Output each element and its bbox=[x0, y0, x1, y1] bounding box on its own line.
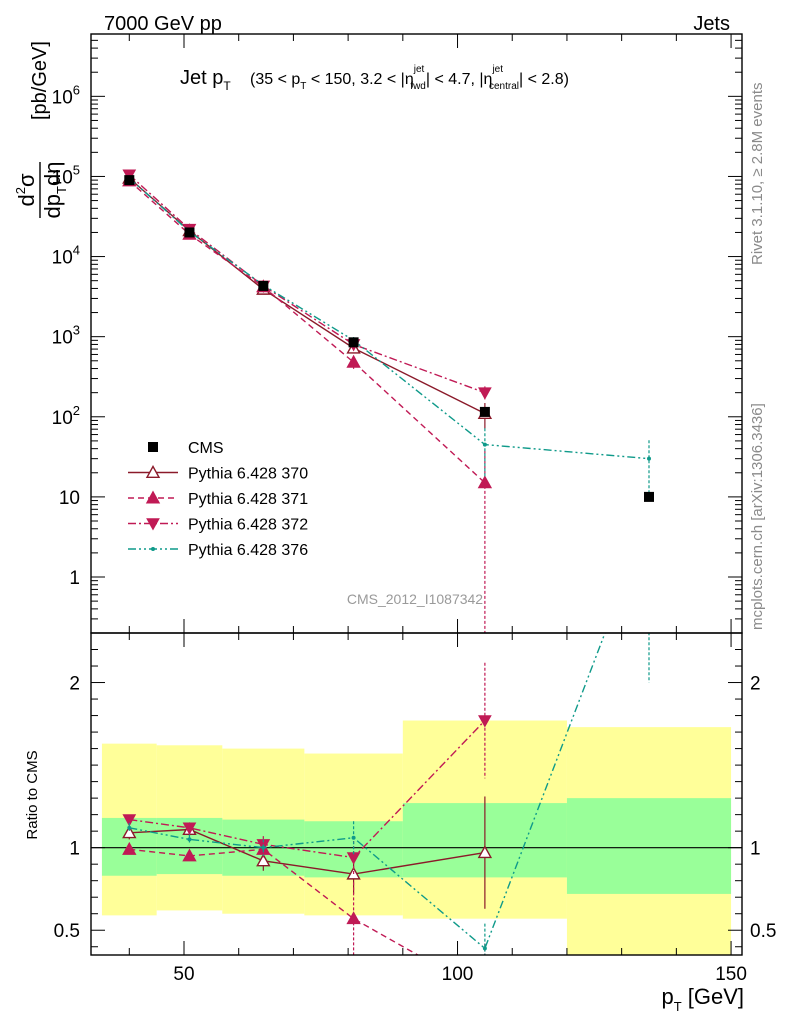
cms-point-0 bbox=[124, 175, 135, 186]
ratio-point-0-0 bbox=[122, 825, 137, 839]
x-tick-label: 150 bbox=[715, 964, 747, 985]
ratio-point-3-4 bbox=[482, 946, 487, 951]
ratio-point-1-4 bbox=[479, 987, 491, 998]
svg-text:Jet pT: Jet pT bbox=[180, 67, 231, 93]
legend-label-1: Pythia 6.428 370 bbox=[188, 466, 308, 483]
ratio-y-axis-label: Ratio to CMS bbox=[24, 750, 41, 839]
ratio-panel-series bbox=[122, 515, 651, 998]
y-tick-label: 1 bbox=[69, 568, 80, 589]
y-tick-label: 104 bbox=[52, 243, 80, 269]
legend-marker-3 bbox=[146, 518, 160, 531]
rivet-label: Rivet 3.1.10, ≥ 2.8M events bbox=[749, 83, 766, 266]
ratio-point-2-1 bbox=[182, 822, 197, 835]
legend-marker-0 bbox=[148, 442, 158, 452]
plot-title: Jet pT (35 < pT < 150, 3.2 < |ηjet fwd| <… bbox=[180, 64, 569, 93]
ratio-point-3-5 bbox=[647, 515, 651, 519]
legend-label-0: CMS bbox=[188, 440, 224, 457]
main-panel-series bbox=[122, 169, 654, 633]
ratio-frame bbox=[90, 632, 743, 956]
ratio-line-2 bbox=[129, 720, 486, 859]
point-2-4 bbox=[478, 387, 492, 400]
header-process: 7000 GeV pp bbox=[104, 13, 222, 35]
y-axis-label: d2σ dpTdη [pb/GeV] bbox=[13, 41, 69, 218]
ratio-point-1-1 bbox=[182, 848, 197, 862]
point-3-5 bbox=[647, 456, 651, 461]
y-tick-label: 106 bbox=[52, 82, 80, 108]
ratio-y-tick-label: 2 bbox=[69, 674, 80, 695]
x-tick-label: 50 bbox=[173, 964, 194, 985]
legend-label-2: Pythia 6.428 371 bbox=[188, 491, 308, 508]
ratio-y-tick-label: 0.5 bbox=[54, 921, 80, 942]
cms-point-3 bbox=[348, 337, 359, 348]
band-inner-5 bbox=[566, 798, 732, 894]
ratio-y-tick-label-right: 1 bbox=[750, 839, 761, 860]
cms-point-5 bbox=[644, 491, 654, 502]
point-3-4 bbox=[482, 442, 487, 447]
ratio-point-1-3 bbox=[346, 911, 361, 925]
y-axis-unit: [pb/GeV] bbox=[29, 41, 51, 120]
x-axis-label: pT [GeV] bbox=[661, 984, 744, 1014]
analysis-watermark: CMS_2012_I1087342 bbox=[347, 591, 483, 607]
legend: CMS Pythia 6.428 370 Pythia 6.428 371 Pythi… bbox=[128, 440, 308, 559]
ratio-point-3-0 bbox=[127, 825, 132, 830]
source-label: mcplots.cern.ch [arXiv:1306.3436] bbox=[749, 403, 766, 630]
ratio-point-3-2 bbox=[261, 845, 266, 850]
axes: 50 100 150 1 10 102 103 104 105 106 0.5 0.5 1 1 2 2 bbox=[52, 33, 776, 985]
cms-uncertainty-bands bbox=[91, 720, 742, 955]
cms-point-2 bbox=[258, 280, 269, 291]
ratio-y-tick-label-right: 0.5 bbox=[750, 921, 776, 942]
ratio-point-0-2 bbox=[256, 853, 271, 867]
ratio-line-3 bbox=[129, 633, 606, 950]
legend-marker-4 bbox=[151, 547, 155, 551]
svg-text:d2σ: d2σ bbox=[13, 173, 39, 206]
series-line-0 bbox=[128, 177, 486, 415]
y-tick-label: 103 bbox=[52, 323, 80, 349]
cms-point-1 bbox=[184, 227, 195, 238]
ratio-y-tick-label-right: 2 bbox=[750, 674, 761, 695]
y-tick-label: 105 bbox=[52, 162, 80, 188]
ratio-point-2-4 bbox=[478, 715, 492, 728]
ratio-point-3-1 bbox=[187, 837, 192, 842]
series-line-2 bbox=[128, 174, 486, 394]
y-tick-label: 10 bbox=[59, 488, 80, 509]
ratio-y-tick-label: 1 bbox=[69, 839, 80, 860]
ratio-point-0-4 bbox=[477, 845, 493, 859]
svg-text:dpTdη: dpTdη bbox=[40, 162, 69, 219]
y-tick-label: 102 bbox=[52, 403, 80, 429]
x-tick-label: 100 bbox=[442, 964, 474, 985]
legend-marker-1 bbox=[145, 465, 161, 478]
ratio-point-3-3 bbox=[351, 835, 356, 840]
point-1-3 bbox=[346, 354, 361, 368]
legend-marker-2 bbox=[145, 490, 161, 504]
point-1-4 bbox=[477, 475, 493, 489]
series-line-1 bbox=[128, 180, 486, 484]
series-line-3 bbox=[128, 177, 650, 460]
cms-point-4 bbox=[479, 406, 490, 417]
legend-label-3: Pythia 6.428 372 bbox=[188, 517, 308, 534]
ratio-point-2-0 bbox=[122, 814, 137, 827]
svg-text:pT [GeV]: pT [GeV] bbox=[661, 984, 744, 1014]
header-observable: Jets bbox=[693, 13, 730, 35]
ratio-point-1-0 bbox=[122, 841, 137, 855]
legend-label-4: Pythia 6.428 376 bbox=[188, 542, 308, 559]
